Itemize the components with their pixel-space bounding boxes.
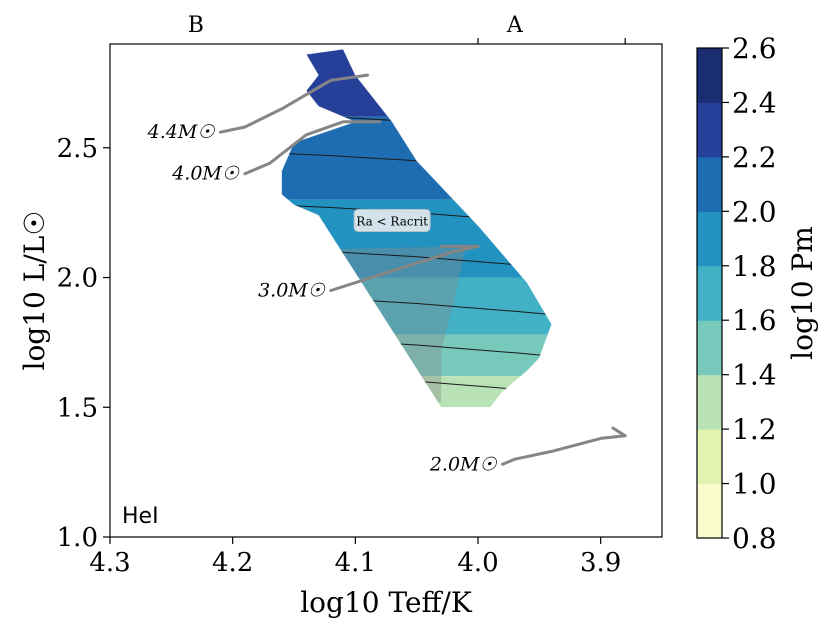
track-label: 4.4M☉ bbox=[147, 121, 216, 143]
track-label: 3.0M☉ bbox=[258, 280, 326, 302]
axes-frame bbox=[109, 43, 663, 538]
colorbar-segment bbox=[697, 156, 722, 212]
x-tick-label: 3.9 bbox=[580, 548, 621, 578]
label-box bbox=[353, 208, 431, 232]
colorbar: 0.8 1.0 1.2 1.4 1.6 1.8 2.0 2.2 2.4 2.6 log10 Pm bbox=[696, 32, 819, 555]
colorbar-segment bbox=[697, 211, 722, 267]
top-axis-label: A bbox=[506, 13, 524, 38]
y-axis-label: log10 L/L☉ bbox=[18, 211, 51, 371]
colorbar-segment bbox=[697, 48, 722, 103]
colorbar-tick-label: 2.2 bbox=[732, 141, 777, 174]
colorbar-tick-label: 1.6 bbox=[732, 304, 777, 337]
y-tick-label: 2.5 bbox=[57, 134, 98, 164]
colorbar-segment bbox=[697, 320, 722, 376]
colorbar-tick-label: 0.8 bbox=[732, 522, 777, 555]
colorbar-tick-label: 1.4 bbox=[732, 359, 777, 392]
x-axis-label: log10 Teff/K bbox=[300, 586, 473, 619]
colorbar-tick-label: 1.8 bbox=[732, 250, 777, 283]
x-tick-label: 4.1 bbox=[335, 548, 376, 578]
colorbar-tick-label: 1.0 bbox=[732, 468, 777, 501]
colorbar-tick-label: 2.4 bbox=[732, 86, 777, 119]
subcritical-label: Ra < Racrit bbox=[356, 214, 428, 228]
y-tick-label: 1.5 bbox=[57, 393, 98, 423]
track-line bbox=[329, 244, 480, 292]
colorbar-frame bbox=[696, 47, 723, 539]
colorbar-segment bbox=[697, 429, 722, 485]
track-line bbox=[501, 426, 627, 466]
x-tick-label: 4.0 bbox=[457, 548, 498, 578]
colorbar-segment bbox=[697, 265, 722, 321]
top-axis-label: B bbox=[188, 13, 204, 38]
y-tick-label: 1.0 bbox=[57, 523, 98, 553]
y-tick-label: 2.0 bbox=[57, 264, 98, 294]
colorbar-label: log10 Pm bbox=[786, 226, 819, 360]
colorbar-tick-label: 2.0 bbox=[732, 195, 777, 228]
panel-label: HeI bbox=[122, 504, 159, 529]
colorbar-tick-label: 2.6 bbox=[732, 32, 777, 65]
track-line bbox=[243, 120, 382, 176]
colorbar-segment bbox=[697, 374, 722, 430]
colorbar-segment bbox=[697, 483, 722, 539]
region-outline bbox=[281, 48, 552, 408]
track-label: 4.0M☉ bbox=[171, 163, 240, 185]
x-tick-label: 4.3 bbox=[89, 548, 130, 578]
colorbar-tick-label: 1.2 bbox=[732, 413, 777, 446]
colorbar-segment bbox=[697, 102, 722, 158]
track-label: 2.0M☉ bbox=[429, 453, 498, 475]
x-tick-label: 4.2 bbox=[212, 548, 253, 578]
track-line bbox=[218, 73, 370, 134]
